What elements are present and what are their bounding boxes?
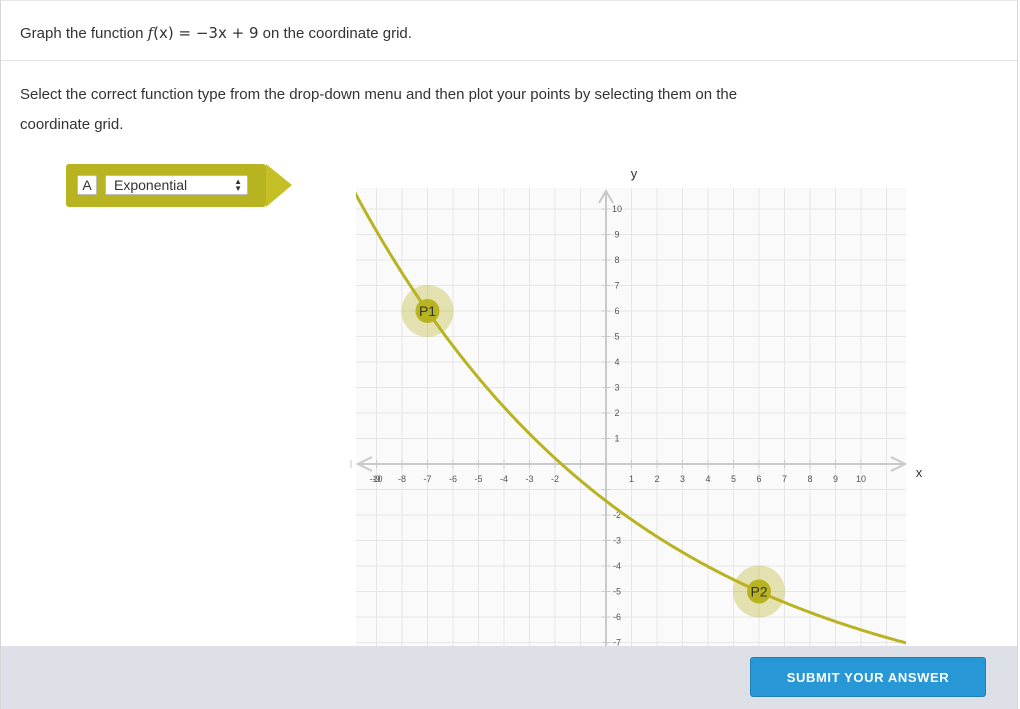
y-tick-label: 4 <box>614 357 619 367</box>
y-tick-label: 5 <box>614 332 619 342</box>
x-axis-left-arrow <box>355 456 373 472</box>
plotted-points[interactable]: P1 P2 <box>401 285 786 618</box>
x-axis-right-arrow <box>890 456 908 472</box>
x-tick-label: 8 <box>807 474 812 484</box>
y-tick-label: 9 <box>614 230 619 240</box>
function-type-select[interactable]: Exponential ▲ ▼ <box>105 175 248 195</box>
x-axis-label: x <box>916 465 923 480</box>
select-caret-icon: ▲ ▼ <box>234 177 242 193</box>
function-type-selected-value: Exponential <box>114 177 188 193</box>
prompt-prefix: Graph the function <box>20 25 148 42</box>
y-tick-label: -7 <box>613 638 621 647</box>
submit-answer-button[interactable]: SUBMIT YOUR ANSWER <box>750 657 986 697</box>
y-tick-label: -3 <box>613 536 621 546</box>
axes <box>350 189 908 646</box>
y-tick-label: 6 <box>614 306 619 316</box>
x-tick-label: 9 <box>833 474 838 484</box>
y-tick-label: -6 <box>613 612 621 622</box>
y-axis-label: y <box>631 166 638 181</box>
plotted-point[interactable]: P1 <box>401 285 454 337</box>
y-tick-label: -4 <box>613 561 621 571</box>
x-tick-label: -7 <box>423 474 431 484</box>
function-expression: −3x + 9 <box>195 24 259 42</box>
y-tick-label: 3 <box>614 383 619 393</box>
function-variable: (x) <box>153 24 174 42</box>
x-tick-label: -3 <box>525 474 533 484</box>
divider <box>1 60 1017 61</box>
question-prompt: Graph the function f(x) = −3x + 9 on the… <box>20 24 412 42</box>
x-tick-label: -8 <box>398 474 406 484</box>
x-tick-label: 1 <box>629 474 634 484</box>
y-tick-label: 8 <box>614 255 619 265</box>
y-tick-label: 1 <box>614 434 619 444</box>
instructions-text: Select the correct function type from th… <box>20 86 738 133</box>
y-tick-label: -5 <box>613 587 621 597</box>
x-tick-label: -5 <box>474 474 482 484</box>
x-tick-label: -2 <box>551 474 559 484</box>
x-tick-label: 2 <box>654 474 659 484</box>
point-label: P2 <box>750 584 767 600</box>
x-tick-label: -10 <box>369 474 382 484</box>
function-name: f <box>147 24 154 42</box>
x-tick-label: 7 <box>782 474 787 484</box>
coordinate-grid[interactable]: -10-9 -8 -7 -6 -5 -4 -3 -2 1 2 3 4 5 6 7 8 9 10 10 9 8 7 6 5 4 3 2… <box>0 0 1020 646</box>
y-tick-label: 7 <box>614 281 619 291</box>
y-tick-label: 2 <box>614 408 619 418</box>
x-tick-label: 5 <box>731 474 736 484</box>
point-label: P1 <box>419 303 436 319</box>
y-tick-label: 10 <box>612 204 622 214</box>
x-tick-label: 3 <box>680 474 685 484</box>
x-tick-label: -4 <box>500 474 508 484</box>
y-axis-up-arrow <box>598 189 614 204</box>
function-curve <box>356 191 906 645</box>
tick-labels: -10-9 -8 -7 -6 -5 -4 -3 -2 1 2 3 4 5 6 7 8 9 10 10 9 8 7 6 5 4 3 2… <box>369 204 866 646</box>
equals-sign: = <box>173 24 196 42</box>
x-tick-label: 6 <box>756 474 761 484</box>
x-tick-label: 10 <box>856 474 866 484</box>
y-tick-label: -2 <box>613 510 621 520</box>
x-tick-label: -6 <box>449 474 457 484</box>
x-tick-label: 4 <box>705 474 710 484</box>
x-tick-label: -9 <box>372 474 380 484</box>
plotted-point[interactable]: P2 <box>733 565 785 618</box>
prompt-suffix: on the coordinate grid. <box>258 25 412 42</box>
point-marker <box>747 579 771 604</box>
point-marker <box>415 299 440 323</box>
dropdown-pointer-arrow <box>266 164 292 207</box>
dropdown-letter-badge: A <box>77 175 97 195</box>
